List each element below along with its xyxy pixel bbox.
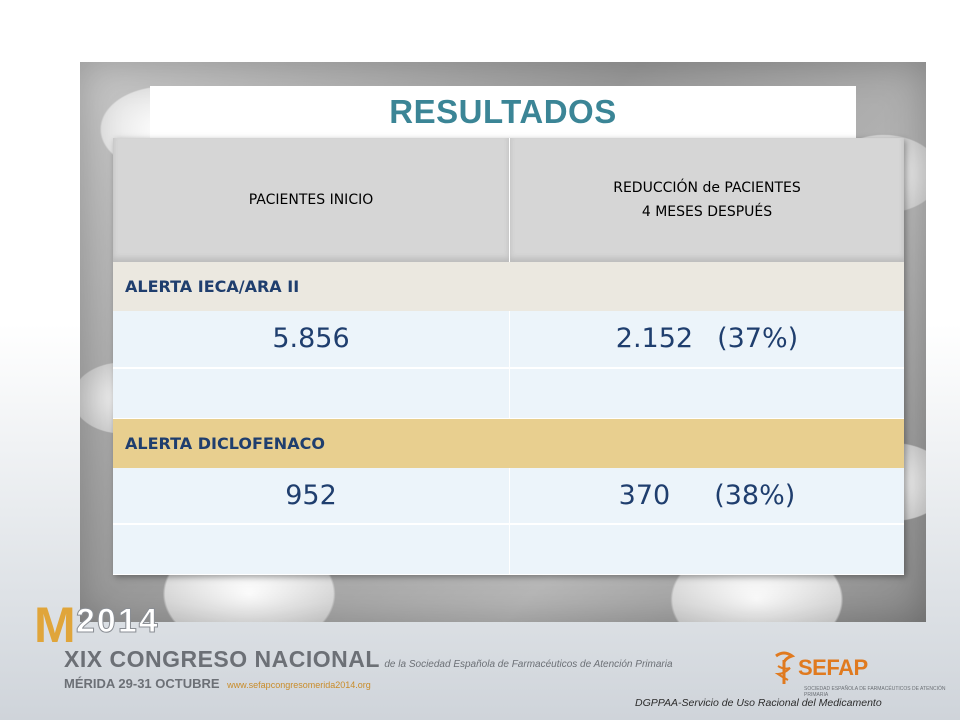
header-reduction: REDUCCIÓN de PACIENTES 4 MESES DESPUÉS [509, 138, 904, 263]
empty-cell [113, 523, 510, 575]
reduction-percent-diclofenaco: (38%) [714, 479, 796, 511]
congress-title-line: XIX CONGRESO NACIONAL de la Sociedad Esp… [64, 646, 673, 673]
alert-label-diclofenaco: ALERTA DICLOFENACO [113, 418, 904, 468]
empty-cell [509, 367, 904, 419]
table-header-row: PACIENTES INICIO REDUCCIÓN de PACIENTES … [113, 138, 904, 263]
congress-subtitle: de la Sociedad Española de Farmacéuticos… [384, 659, 673, 670]
reduction-cell-ieca: 2.152 (37%) [509, 311, 904, 369]
congress-city-line: MÉRIDA 29-31 OCTUBRE www.sefapcongresome… [64, 676, 371, 691]
congress-logo-m: M [34, 597, 76, 653]
sefap-logo: SEFAP [772, 650, 868, 686]
reduction-percent-ieca: (37%) [717, 323, 799, 355]
start-value-ieca: 5.856 [113, 311, 510, 369]
header-patients-start: PACIENTES INICIO [113, 138, 510, 263]
slide-title: RESULTADOS [389, 93, 617, 130]
congress-title: XIX CONGRESO NACIONAL [64, 646, 380, 672]
congress-logo-year: 2014 [76, 602, 160, 640]
congress-city-dates: MÉRIDA 29-31 OCTUBRE [64, 676, 220, 691]
empty-row-diclofenaco [113, 523, 904, 575]
value-row-ieca: 5.856 2.152 (37%) [113, 311, 904, 369]
start-value-diclofenaco: 952 [113, 467, 510, 525]
footer-note: DGPPAA-Servicio de Uso Racional del Medi… [635, 697, 882, 709]
title-banner: RESULTADOS [150, 86, 856, 138]
sefap-wordmark: SEFAP [798, 655, 868, 680]
alert-label-ieca: ALERTA IECA/ARA II [113, 262, 904, 312]
header-reduction-line1: REDUCCIÓN de PACIENTES [613, 180, 801, 197]
sefap-subtitle: SOCIEDAD ESPAÑOLA DE FARMACÉUTICOS DE AT… [804, 686, 946, 698]
alert-row-diclofenaco: ALERTA DICLOFENACO [113, 418, 904, 468]
empty-cell [509, 523, 904, 575]
caduceus-icon [772, 650, 796, 686]
congress-website: www.sefapcongresomerida2014.org [227, 680, 371, 690]
header-reduction-line2: 4 MESES DESPUÉS [641, 204, 773, 221]
results-table: PACIENTES INICIO REDUCCIÓN de PACIENTES … [113, 138, 904, 575]
empty-cell [113, 367, 510, 419]
reduction-value-ieca: 2.152 [615, 323, 694, 355]
empty-row-ieca [113, 367, 904, 419]
header-patients-start-label: PACIENTES INICIO [248, 192, 374, 209]
reduction-cell-diclofenaco: 370 (38%) [509, 467, 904, 525]
reduction-value-diclofenaco: 370 [618, 479, 671, 511]
alert-row-ieca: ALERTA IECA/ARA II [113, 262, 904, 312]
value-row-diclofenaco: 952 370 (38%) [113, 467, 904, 525]
